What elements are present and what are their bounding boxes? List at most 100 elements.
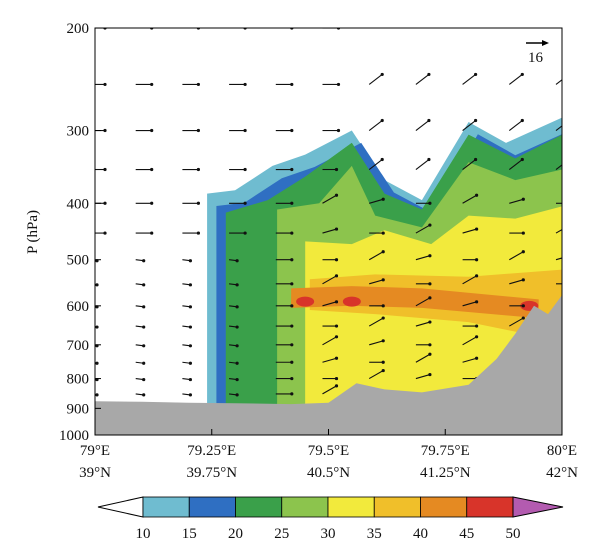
wind-vector-head — [567, 16, 570, 19]
wind-vector-head — [334, 300, 339, 304]
wind-vector-head — [427, 157, 431, 162]
wind-vector — [369, 340, 384, 346]
wind-vector-head — [568, 223, 571, 226]
wind-vector-head — [334, 167, 339, 172]
wind-vector-head — [188, 305, 192, 309]
colorbar-label: 20 — [228, 526, 243, 542]
wind-vector-head — [521, 304, 525, 308]
wind-vector-head — [521, 16, 524, 19]
wind-vector-head — [142, 283, 146, 287]
wind-vector-head — [475, 300, 479, 304]
x-tick-label-lon: 79.75°E — [421, 443, 470, 459]
x-tick-label-lon: 79.5°E — [308, 443, 349, 459]
wind-vector-head — [235, 377, 239, 382]
wind-vector — [322, 228, 337, 234]
wind-vector — [555, 257, 562, 261]
x-tick-label-lon: 79.25°E — [187, 443, 236, 459]
wind-vector-head — [474, 118, 478, 123]
wind-vector — [415, 353, 431, 363]
x-tick-label-lat: 39.75°N — [186, 465, 237, 481]
terrain-fill — [95, 295, 562, 435]
wind-vector-head — [427, 72, 431, 77]
wind-vector — [368, 73, 383, 85]
wind-vector-head — [290, 128, 294, 133]
wind-vector-head — [243, 82, 247, 87]
wind-vector-head — [567, 73, 570, 76]
y-tick-label: 1000 — [59, 428, 89, 444]
wind-vector — [322, 385, 337, 395]
wind-vector-head — [188, 377, 192, 382]
wind-vector — [462, 73, 476, 85]
wind-vector-head — [150, 82, 154, 87]
wind-vector — [509, 279, 524, 285]
wind-vector-head — [475, 324, 479, 328]
wind-vector-head — [336, 82, 341, 87]
wind-vector-head — [380, 157, 384, 162]
wind-vector-head — [520, 72, 524, 77]
wind-vector-head — [290, 82, 294, 87]
wind-vector-head — [334, 356, 339, 360]
wind-vector — [368, 370, 384, 380]
wind-vector — [462, 28, 464, 29]
wind-vector-head — [381, 368, 385, 373]
colorbar-end-low — [97, 496, 144, 518]
wind-vector-head — [188, 344, 192, 348]
wind-vector-head — [521, 278, 525, 282]
wind-vector-head — [95, 283, 99, 287]
wind-vector-head — [521, 231, 525, 235]
wind-vector — [415, 321, 431, 327]
wind-vector-head — [427, 16, 430, 19]
wind-vector-head — [475, 356, 479, 360]
x-axis: 79°E 39°N 79.25°E 39.75°N 79.5°E 40.5°N 79.75°… — [79, 429, 578, 481]
wind-vector-head — [196, 231, 200, 235]
contour-core-50-1 — [342, 296, 361, 307]
wind-vector-head — [188, 361, 192, 365]
wind-vector-head — [428, 352, 432, 356]
colorbar-label: 25 — [274, 526, 289, 542]
wind-vector-head — [103, 167, 107, 172]
wind-vector-head — [142, 259, 146, 263]
wind-vector-head — [103, 231, 107, 235]
wind-vector — [462, 228, 477, 234]
x-tick-label-lat: 41.25°N — [420, 465, 471, 481]
colorbar-label: 10 — [136, 526, 151, 542]
wind-vector-head — [567, 158, 570, 161]
wind-vector — [509, 28, 511, 29]
wind-vector — [415, 224, 431, 234]
wind-vector-head — [290, 392, 294, 396]
y-tick-label: 500 — [67, 253, 90, 269]
y-tick-label: 400 — [67, 196, 90, 212]
wind-vector — [555, 164, 562, 170]
wind-vector — [555, 125, 562, 131]
wind-vector-head — [568, 254, 571, 257]
wind-vector-head — [290, 324, 294, 328]
wind-vector-head — [150, 231, 154, 235]
wind-vector-head — [290, 201, 294, 205]
contour-band-45 — [291, 286, 539, 319]
wind-vector-head — [235, 305, 239, 309]
wind-vector-head — [150, 167, 154, 172]
wind-vector-head — [428, 282, 432, 286]
wind-vector-head — [475, 335, 479, 339]
wind-vector — [415, 297, 431, 307]
wind-vector-head — [142, 325, 146, 329]
wind-vector-head — [290, 231, 294, 235]
wind-vector — [415, 120, 430, 131]
wind-vector-head — [334, 324, 339, 328]
wind-vector-head — [381, 278, 385, 282]
colorbar-label: 40 — [413, 526, 428, 542]
wind-vector — [415, 28, 417, 29]
wind-vector — [462, 336, 477, 346]
wind-vector-head — [196, 128, 200, 133]
wind-vector-head — [475, 227, 479, 231]
wind-vector — [462, 159, 476, 170]
wind-vector-head — [475, 258, 479, 262]
wind-vector — [322, 357, 337, 363]
wind-vector-head — [381, 250, 385, 254]
wind-vector — [369, 279, 384, 285]
wind-vector-head — [380, 118, 384, 123]
wind-vector — [508, 73, 523, 85]
wind-vector-head — [334, 335, 339, 339]
wind-vector-head — [243, 201, 247, 205]
colorbar-end-high — [512, 496, 564, 518]
